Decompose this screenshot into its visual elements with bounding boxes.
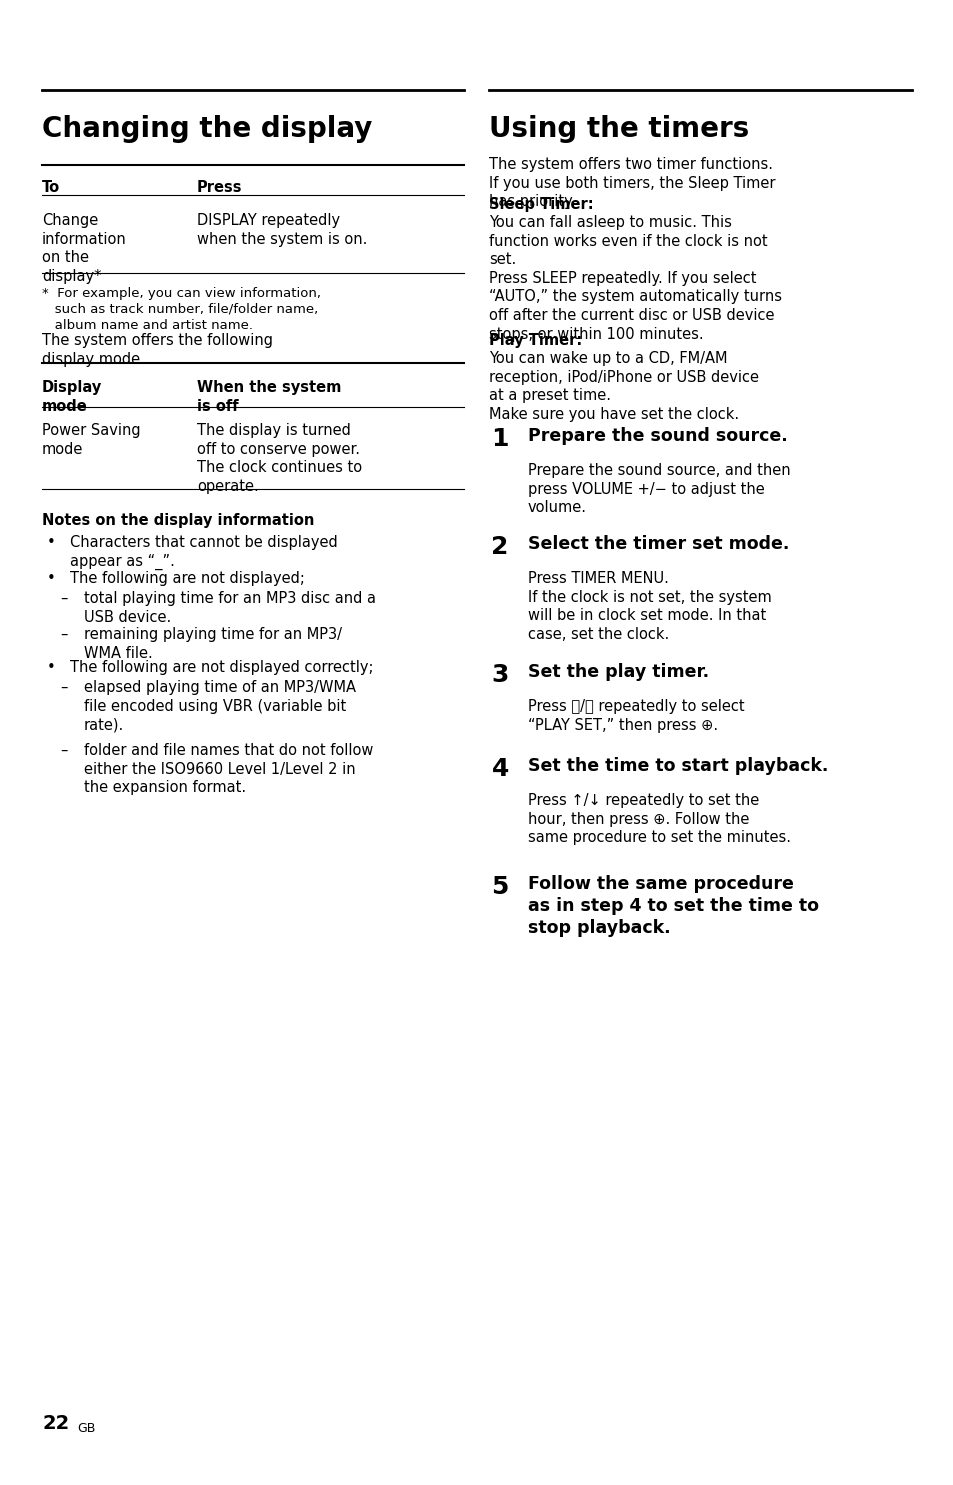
Text: Press TIMER MENU.
If the clock is not set, the system
will be in clock set mode.: Press TIMER MENU. If the clock is not se…: [527, 572, 770, 642]
Text: 2: 2: [491, 535, 508, 558]
Text: To: To: [42, 180, 60, 195]
Text: •: •: [47, 659, 55, 676]
Text: –: –: [60, 591, 68, 606]
Text: Press ↑/↓ repeatedly to set the
hour, then press ⊕. Follow the
same procedure to: Press ↑/↓ repeatedly to set the hour, th…: [527, 793, 790, 845]
Text: 5: 5: [491, 875, 508, 898]
Text: Prepare the sound source, and then
press VOLUME +/− to adjust the
volume.: Prepare the sound source, and then press…: [527, 463, 789, 515]
Text: The following are not displayed correctly;: The following are not displayed correctl…: [70, 659, 374, 676]
Text: Using the timers: Using the timers: [489, 114, 749, 143]
Text: When the system
is off: When the system is off: [196, 380, 341, 414]
Text: Play Timer:: Play Timer:: [489, 333, 582, 347]
Text: You can wake up to a CD, FM/AM
reception, iPod/iPhone or USB device
at a preset : You can wake up to a CD, FM/AM reception…: [489, 350, 759, 422]
Text: Power Saving
mode: Power Saving mode: [42, 423, 140, 456]
Text: •: •: [47, 535, 55, 549]
Text: –: –: [60, 742, 68, 757]
Text: Select the timer set mode.: Select the timer set mode.: [527, 535, 788, 552]
Text: Changing the display: Changing the display: [42, 114, 372, 143]
Text: •: •: [47, 572, 55, 587]
Text: Press: Press: [196, 180, 242, 195]
Text: total playing time for an MP3 disc and a
USB device.: total playing time for an MP3 disc and a…: [84, 591, 375, 625]
Text: Change
information
on the
display*: Change information on the display*: [42, 212, 127, 284]
Text: 4: 4: [491, 757, 508, 781]
Text: Characters that cannot be displayed
appear as “_”.: Characters that cannot be displayed appe…: [70, 535, 337, 570]
Text: –: –: [60, 680, 68, 695]
Text: The display is turned
off to conserve power.
The clock continues to
operate.: The display is turned off to conserve po…: [196, 423, 362, 495]
Text: *  For example, you can view information,
   such as track number, file/folder n: * For example, you can view information,…: [42, 287, 320, 333]
Text: 1: 1: [491, 428, 509, 451]
Text: 3: 3: [491, 662, 508, 688]
Text: GB: GB: [77, 1423, 95, 1435]
Text: folder and file names that do not follow
either the ISO9660 Level 1/Level 2 in
t: folder and file names that do not follow…: [84, 742, 373, 794]
Text: You can fall asleep to music. This
function works even if the clock is not
set.
: You can fall asleep to music. This funct…: [489, 215, 781, 342]
Text: –: –: [60, 627, 68, 642]
Text: The system offers the following
display mode.: The system offers the following display …: [42, 333, 273, 367]
Text: Set the time to start playback.: Set the time to start playback.: [527, 757, 827, 775]
Text: Display
mode: Display mode: [42, 380, 102, 414]
Text: Follow the same procedure
as in step 4 to set the time to
stop playback.: Follow the same procedure as in step 4 t…: [527, 875, 818, 937]
Text: elapsed playing time of an MP3/WMA
file encoded using VBR (variable bit
rate).: elapsed playing time of an MP3/WMA file …: [84, 680, 355, 732]
Text: DISPLAY repeatedly
when the system is on.: DISPLAY repeatedly when the system is on…: [196, 212, 367, 247]
Text: 22: 22: [42, 1414, 70, 1433]
Text: The following are not displayed;: The following are not displayed;: [70, 572, 305, 587]
Text: remaining playing time for an MP3/
WMA file.: remaining playing time for an MP3/ WMA f…: [84, 627, 341, 661]
Text: Press ⏮/⏭ repeatedly to select
“PLAY SET,” then press ⊕.: Press ⏮/⏭ repeatedly to select “PLAY SET…: [527, 699, 743, 732]
Text: Set the play timer.: Set the play timer.: [527, 662, 708, 682]
Text: Sleep Timer:: Sleep Timer:: [489, 198, 594, 212]
Text: Prepare the sound source.: Prepare the sound source.: [527, 428, 786, 445]
Text: The system offers two timer functions.
If you use both timers, the Sleep Timer
h: The system offers two timer functions. I…: [489, 157, 775, 209]
Text: Notes on the display information: Notes on the display information: [42, 512, 314, 529]
